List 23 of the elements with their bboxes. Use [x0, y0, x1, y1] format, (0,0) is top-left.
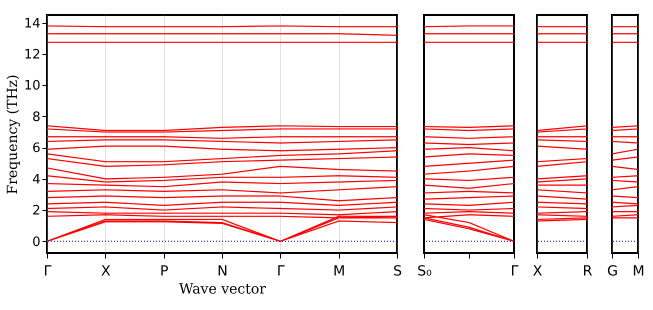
- x-tick-label: Γ: [510, 264, 519, 280]
- x-tick-label: S₀: [417, 264, 432, 280]
- y-tick-label: 14: [24, 16, 40, 32]
- x-tick-label: X: [101, 264, 112, 280]
- x-tick-label: Γ: [44, 264, 52, 280]
- x-axis-title: Wave vector: [179, 282, 266, 298]
- y-tick-label: 6: [32, 141, 40, 156]
- x-tick-label: R: [582, 264, 593, 280]
- y-tick-label: 8: [32, 110, 40, 125]
- y-tick-label: 0: [32, 234, 40, 250]
- y-tick-label: 12: [24, 48, 40, 63]
- x-tick-label: G: [607, 264, 618, 280]
- x-tick-label: X: [532, 264, 543, 280]
- x-tick-label: M: [333, 264, 346, 280]
- x-tick-label: N: [217, 264, 228, 280]
- y-axis-title: Frequency (THz): [4, 74, 21, 195]
- x-tick-label: Γ: [276, 264, 285, 280]
- y-tick-label: 4: [32, 172, 40, 188]
- y-tick-label: 2: [32, 204, 40, 219]
- x-tick-label: S: [393, 264, 402, 280]
- y-tick-label: 10: [24, 78, 40, 94]
- x-tick-label: P: [160, 264, 168, 280]
- x-tick-label: M: [632, 264, 645, 280]
